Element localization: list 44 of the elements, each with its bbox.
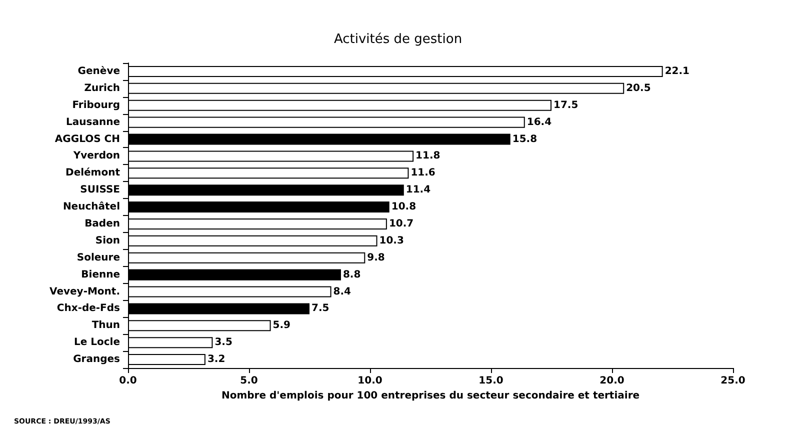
y-tick-label: Bienne xyxy=(81,269,120,280)
y-tick-label: Baden xyxy=(84,218,120,230)
data-label: 11.8 xyxy=(416,150,440,162)
data-label: 8.8 xyxy=(342,269,361,280)
data-label: 11.4 xyxy=(406,184,431,196)
x-tick-label: 15.0 xyxy=(478,376,504,386)
y-tick-label: Yverdon xyxy=(72,150,120,162)
y-tick-label: AGGLOS CH xyxy=(54,134,120,145)
data-label: 8.4 xyxy=(333,286,352,298)
y-tick-label: Sion xyxy=(95,235,120,246)
y-tick-label: Le Locle xyxy=(74,337,120,348)
x-tick-label: 5.0 xyxy=(240,376,258,386)
data-label: 3.5 xyxy=(214,337,232,348)
y-tick-label: Granges xyxy=(73,354,120,366)
data-label: 11.6 xyxy=(410,168,436,179)
y-tick-label: Genève xyxy=(78,66,120,77)
data-label: 16.4 xyxy=(526,116,552,128)
y-tick-label: SUISSE xyxy=(80,184,120,196)
y-tick-label: Soleure xyxy=(76,252,120,264)
data-label: 15.8 xyxy=(512,134,538,145)
x-tick-label: 0.0 xyxy=(119,376,137,386)
y-tick-label: Neuchâtel xyxy=(62,202,120,213)
data-label: 10.8 xyxy=(391,202,416,213)
x-tick-label: 10.0 xyxy=(358,376,382,386)
y-tick-label: Fribourg xyxy=(72,100,120,111)
data-label: 10.3 xyxy=(379,235,404,246)
chart-title: Activités de gestion xyxy=(334,32,462,47)
data-label: 3.2 xyxy=(207,354,226,366)
data-label: 9.8 xyxy=(367,252,385,264)
y-tick-label: Lausanne xyxy=(66,116,120,128)
x-tick-label: 25.0 xyxy=(720,376,746,386)
data-label: 7.5 xyxy=(312,303,330,314)
y-tick-label: Delémont xyxy=(66,168,120,179)
x-axis-title: Nombre d'emplois pour 100 entreprises du secteur secondaire et tertiaire xyxy=(221,390,640,402)
data-label: 10.7 xyxy=(388,218,414,230)
data-label: 22.1 xyxy=(664,66,690,77)
data-label: 17.5 xyxy=(554,100,578,111)
y-tick-label: Zurich xyxy=(84,82,120,94)
y-tick-label: Vevey-Mont. xyxy=(50,286,120,298)
x-tick-label: 20.0 xyxy=(600,376,624,386)
y-tick-label: Chx-de-Fds xyxy=(56,303,120,314)
y-tick-label: Thun xyxy=(92,320,120,332)
data-label: 5.9 xyxy=(272,320,291,332)
data-label: 20.5 xyxy=(626,82,651,94)
